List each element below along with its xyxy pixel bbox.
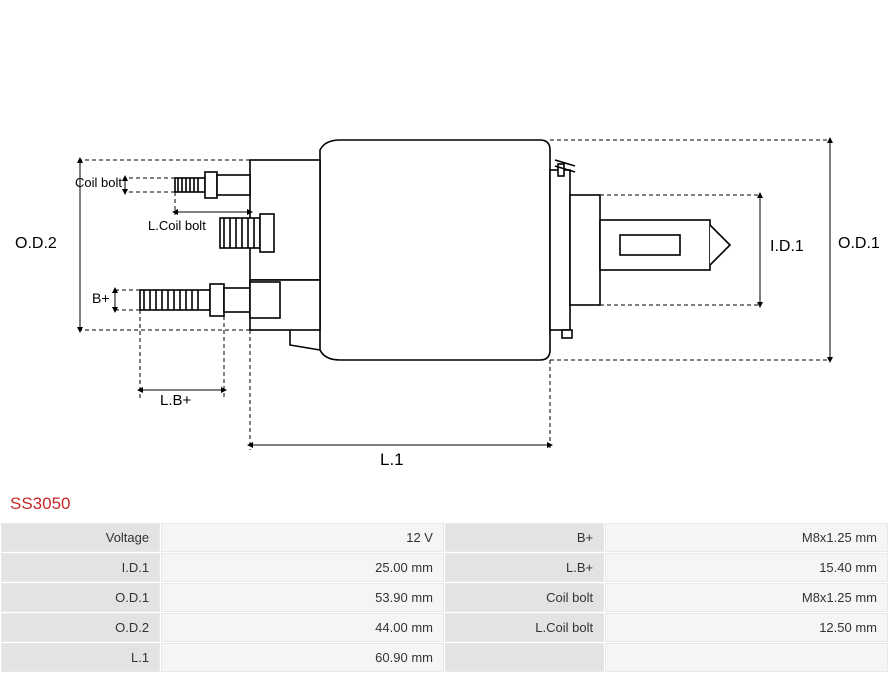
part-number: SS3050 xyxy=(0,490,889,522)
spec-label: Voltage xyxy=(1,523,160,552)
spec-value: 53.90 mm xyxy=(161,583,444,612)
table-row: I.D.125.00 mmL.B+15.40 mm xyxy=(1,553,888,582)
spec-value: M8x1.25 mm xyxy=(605,523,888,552)
spec-label: L.B+ xyxy=(445,553,604,582)
label-od2: O.D.2 xyxy=(15,235,57,253)
spec-label: L.Coil bolt xyxy=(445,613,604,642)
table-row: Voltage12 VB+M8x1.25 mm xyxy=(1,523,888,552)
label-l-b-plus: L.B+ xyxy=(160,392,191,409)
spec-value xyxy=(605,643,888,672)
spec-label: Coil bolt xyxy=(445,583,604,612)
table-row: O.D.153.90 mmCoil boltM8x1.25 mm xyxy=(1,583,888,612)
table-row: O.D.244.00 mmL.Coil bolt12.50 mm xyxy=(1,613,888,642)
diagram-svg xyxy=(0,0,889,490)
spec-value: M8x1.25 mm xyxy=(605,583,888,612)
label-od1: O.D.1 xyxy=(838,235,880,253)
label-b-plus: B+ xyxy=(92,290,110,306)
spec-label: O.D.1 xyxy=(1,583,160,612)
spec-value: 15.40 mm xyxy=(605,553,888,582)
spec-label: B+ xyxy=(445,523,604,552)
spec-value: 12.50 mm xyxy=(605,613,888,642)
spec-label xyxy=(445,643,604,672)
spec-value: 25.00 mm xyxy=(161,553,444,582)
technical-diagram: O.D.2 O.D.1 I.D.1 Coil bolt L.Coil bolt … xyxy=(0,0,889,490)
label-id1: I.D.1 xyxy=(770,238,804,256)
label-l-coil-bolt: L.Coil bolt xyxy=(148,218,206,233)
spec-label: L.1 xyxy=(1,643,160,672)
spec-value: 44.00 mm xyxy=(161,613,444,642)
spec-table: Voltage12 VB+M8x1.25 mmI.D.125.00 mmL.B+… xyxy=(0,522,889,673)
label-l1: L.1 xyxy=(380,450,404,470)
spec-value: 12 V xyxy=(161,523,444,552)
table-row: L.160.90 mm xyxy=(1,643,888,672)
spec-label: O.D.2 xyxy=(1,613,160,642)
spec-label: I.D.1 xyxy=(1,553,160,582)
label-coil-bolt: Coil bolt xyxy=(74,175,122,190)
spec-value: 60.90 mm xyxy=(161,643,444,672)
